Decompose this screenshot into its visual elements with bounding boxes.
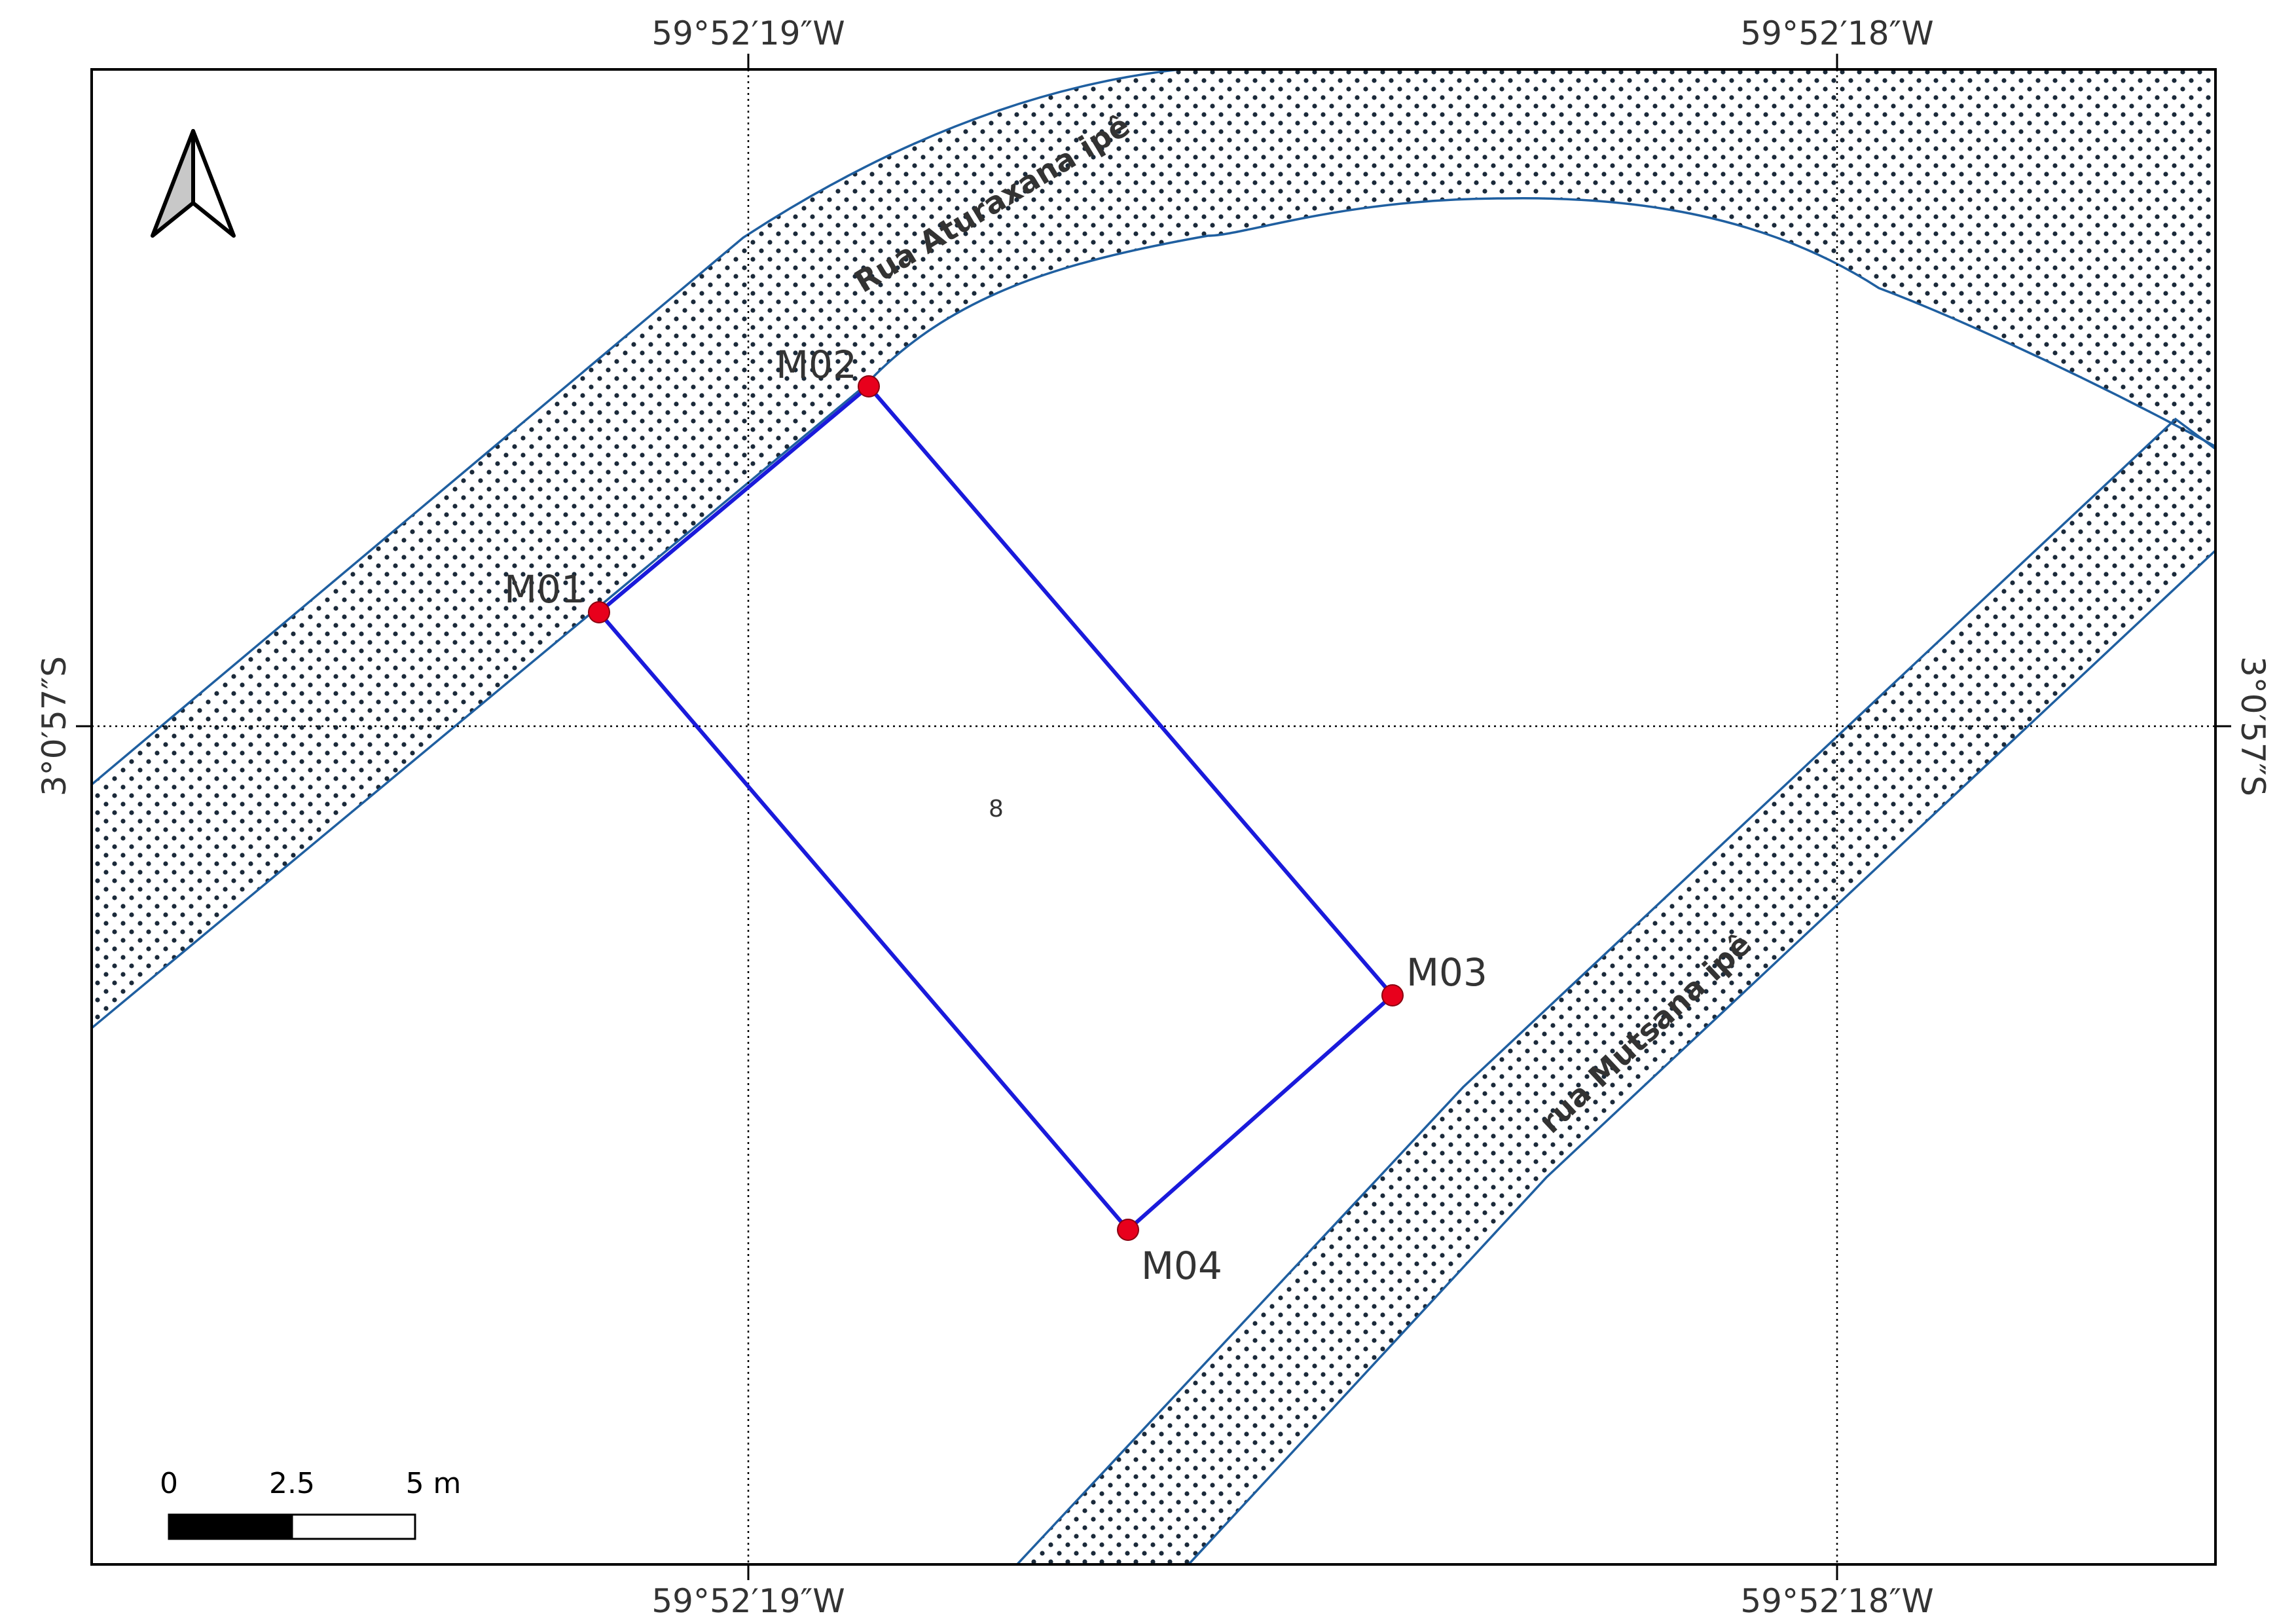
map-content <box>92 69 2215 1564</box>
map-frame <box>90 68 2217 1566</box>
lat-label-right: 3°0′57″S <box>2234 656 2272 796</box>
vertex-m01-marker <box>588 601 610 623</box>
street-aturaxana-polygon <box>92 69 2215 1030</box>
vertex-m03-label: M03 <box>1406 950 1487 995</box>
scale-label-5m: 5 m <box>406 1467 462 1500</box>
scale-label-2-5: 2.5 <box>269 1467 315 1500</box>
vertex-m01-label: M01 <box>504 567 585 612</box>
lat-label-left: 3°0′57″S <box>35 656 73 796</box>
vertex-markers <box>588 375 1404 1241</box>
lon-label-top-2: 59°52′18″W <box>1740 14 1933 52</box>
vertex-m04-label: M04 <box>1141 1244 1222 1288</box>
scale-label-0: 0 <box>160 1467 178 1500</box>
north-arrow-icon <box>151 129 236 238</box>
vertex-m03-marker <box>1381 984 1404 1006</box>
scale-bar-white-segment <box>291 1513 416 1540</box>
vertex-m04-marker <box>1117 1219 1139 1241</box>
vertex-m02-marker <box>858 375 880 397</box>
scale-bar-black-segment <box>168 1513 293 1540</box>
lot-number-label: 8 <box>989 796 1004 822</box>
lon-label-bottom-1: 59°52′19″W <box>651 1582 845 1620</box>
graticule-ticks <box>76 54 2231 1580</box>
street-mutsana-polygon <box>1015 417 2215 1564</box>
graticule <box>92 69 2215 1564</box>
lon-label-bottom-2: 59°52′18″W <box>1740 1582 1933 1620</box>
scale-bar: 0 2.5 5 m <box>160 1467 462 1540</box>
lon-label-top-1: 59°52′19″W <box>651 14 845 52</box>
vertex-m02-label: M02 <box>776 342 857 387</box>
